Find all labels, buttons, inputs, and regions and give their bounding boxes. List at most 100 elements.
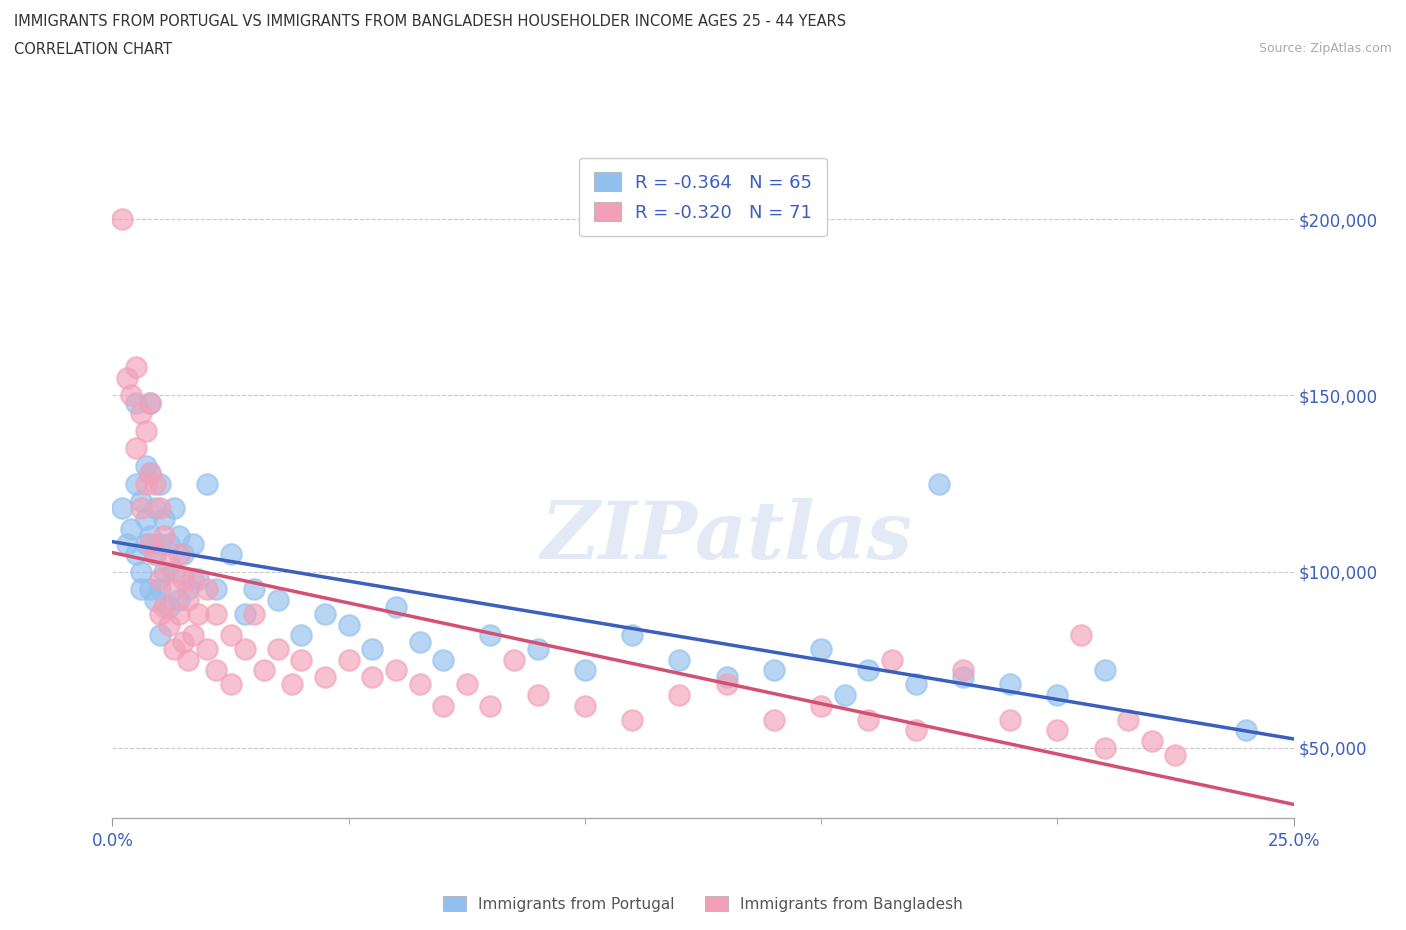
Point (139, 395, 162, 410)
Point (149, 501, 172, 516)
Point (163, 642, 186, 657)
Point (810, 642, 832, 657)
Point (129, 582, 152, 597)
Point (904, 723, 927, 737)
Point (149, 476, 172, 491)
Point (253, 663, 276, 678)
Point (716, 670, 738, 684)
Point (361, 642, 384, 657)
Point (1046, 723, 1069, 737)
Point (129, 494, 152, 509)
Point (668, 652, 690, 667)
Point (153, 565, 176, 579)
Point (219, 677, 242, 692)
Text: CORRELATION CHART: CORRELATION CHART (14, 42, 172, 57)
Point (139, 582, 162, 597)
Point (186, 606, 208, 621)
Point (574, 698, 596, 713)
Point (219, 547, 242, 562)
Point (408, 635, 430, 650)
Point (157, 600, 180, 615)
Point (858, 712, 880, 727)
Point (810, 698, 832, 713)
Point (129, 405, 152, 420)
Point (195, 582, 218, 597)
Text: ZIPatlas: ZIPatlas (540, 498, 912, 576)
Point (143, 547, 166, 562)
Point (153, 529, 176, 544)
Point (621, 628, 644, 643)
Point (526, 642, 548, 657)
Point (205, 582, 228, 597)
Point (135, 536, 157, 551)
Point (195, 642, 218, 657)
Point (135, 476, 157, 491)
Point (167, 592, 190, 607)
Point (195, 476, 218, 491)
Point (233, 642, 256, 657)
Point (456, 677, 478, 692)
Point (125, 395, 148, 410)
Point (139, 529, 162, 544)
Point (177, 652, 200, 667)
Point (314, 670, 336, 684)
Point (880, 652, 903, 667)
Point (125, 476, 148, 491)
Point (157, 536, 180, 551)
Point (762, 663, 785, 678)
Point (172, 635, 194, 650)
Point (125, 360, 148, 375)
Point (205, 606, 228, 621)
Point (337, 618, 360, 632)
Point (337, 652, 360, 667)
Text: Source: ZipAtlas.com: Source: ZipAtlas.com (1258, 42, 1392, 55)
Point (243, 582, 266, 597)
Point (181, 571, 204, 586)
Point (1094, 663, 1116, 678)
Point (181, 628, 204, 643)
Point (219, 628, 242, 643)
Point (139, 536, 162, 551)
Point (479, 698, 502, 713)
Point (111, 212, 134, 227)
Point (177, 592, 200, 607)
Point (834, 687, 856, 702)
Point (163, 565, 186, 579)
Point (998, 712, 1021, 727)
Point (120, 388, 142, 403)
Point (111, 501, 134, 516)
Point (163, 501, 186, 516)
Point (167, 547, 190, 562)
Point (125, 441, 148, 456)
Point (385, 600, 408, 615)
Point (361, 670, 384, 684)
Point (408, 677, 430, 692)
Point (177, 582, 200, 597)
Point (153, 512, 176, 526)
Point (1116, 712, 1139, 727)
Point (290, 628, 312, 643)
Point (135, 458, 157, 473)
Point (1070, 628, 1092, 643)
Text: IMMIGRANTS FROM PORTUGAL VS IMMIGRANTS FROM BANGLADESH HOUSEHOLDER INCOME AGES 2: IMMIGRANTS FROM PORTUGAL VS IMMIGRANTS F… (14, 14, 846, 29)
Point (267, 642, 290, 657)
Point (143, 476, 166, 491)
Point (385, 663, 408, 678)
Point (120, 522, 142, 537)
Point (243, 606, 266, 621)
Point (503, 652, 526, 667)
Point (1164, 748, 1187, 763)
Point (526, 687, 548, 702)
Point (157, 557, 180, 572)
Point (172, 547, 194, 562)
Point (143, 547, 166, 562)
Point (143, 592, 166, 607)
Point (574, 663, 596, 678)
Point (157, 618, 180, 632)
Point (668, 687, 690, 702)
Point (858, 663, 880, 678)
Point (153, 600, 176, 615)
Legend: R = -0.364   N = 65, R = -0.320   N = 71: R = -0.364 N = 65, R = -0.320 N = 71 (579, 158, 827, 236)
Point (290, 652, 312, 667)
Point (135, 423, 157, 438)
